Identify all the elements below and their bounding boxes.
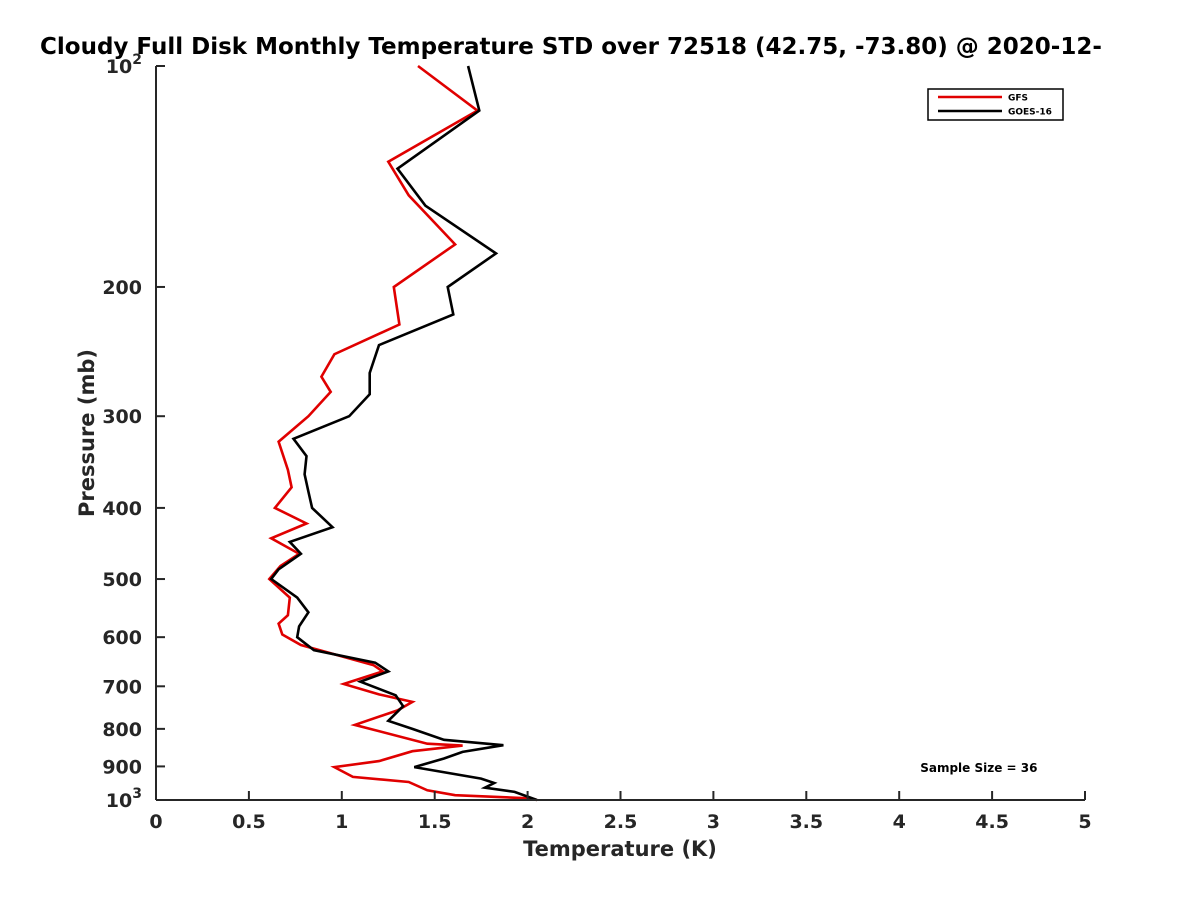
y-axis-label: Pressure (mb): [75, 349, 99, 517]
x-axis-label: Temperature (K): [523, 837, 717, 861]
legend: GFS GOES-16: [927, 88, 1064, 121]
x-tick-label: 2.5: [604, 811, 638, 833]
x-tick-label: 1: [335, 811, 348, 833]
y-tick-label: 300: [102, 406, 142, 428]
x-tick-label: 3: [707, 811, 720, 833]
y-tick-label: 700: [102, 676, 142, 698]
y-tick-label: 200: [102, 277, 142, 299]
chart-title: Cloudy Full Disk Monthly Temperature STD…: [40, 34, 1102, 60]
x-tick-label: 0: [149, 811, 162, 833]
y-tick-label: 500: [102, 569, 142, 591]
y-tick-label: 900: [102, 756, 142, 778]
y-tick-label: 102: [106, 52, 142, 78]
y-tick-label: 400: [102, 498, 142, 520]
legend-label: GOES-16: [1008, 108, 1052, 118]
x-tick-label: 1.5: [418, 811, 452, 833]
series-line-goes-16: [269, 65, 538, 802]
y-tick-label: 800: [102, 719, 142, 741]
y-tick-label: 103: [106, 786, 142, 812]
x-tick-label: 5: [1078, 811, 1091, 833]
plot-marks: [267, 64, 538, 802]
x-tick-label: 4: [893, 811, 906, 833]
axes: 0 0.5 1 1.5 2 2.5 3 3.5 4 4.5 5 102 200 300 400 500 600 7…: [102, 52, 1091, 833]
annotations: Sample Size = 36: [920, 761, 1037, 775]
x-tick-label: 4.5: [975, 811, 1009, 833]
y-tick-label: 600: [102, 627, 142, 649]
legend-box: [927, 88, 1064, 121]
x-tick-label: 3.5: [789, 811, 823, 833]
series-line-gfs: [267, 64, 538, 802]
annotation-text: Sample Size = 36: [920, 761, 1037, 775]
legend-label: GFS: [1008, 94, 1028, 104]
x-tick-label: 0.5: [232, 811, 266, 833]
x-tick-label: 2: [521, 811, 534, 833]
